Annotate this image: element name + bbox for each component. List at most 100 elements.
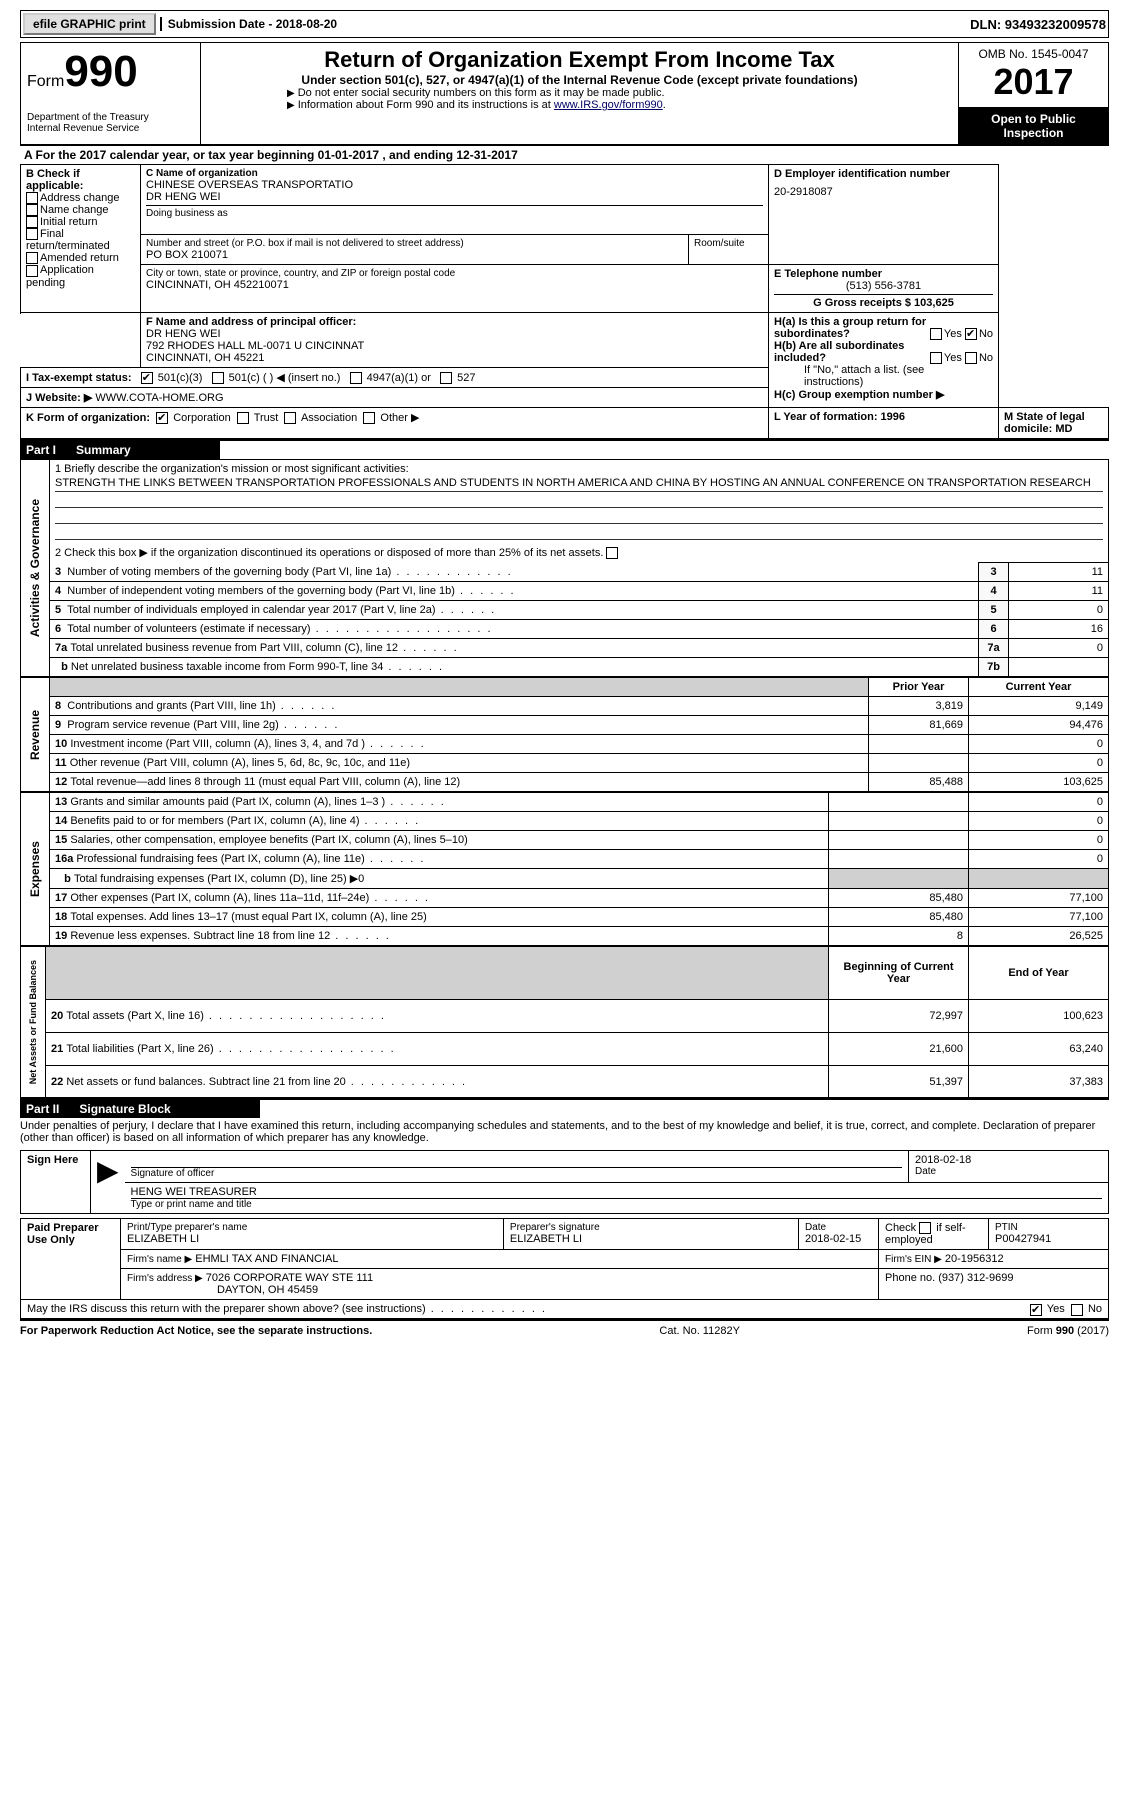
i-o3: 4947(a)(1) or (367, 372, 431, 384)
row-current: 103,625 (969, 773, 1109, 792)
b-item: Amended return (40, 252, 119, 264)
row-desc: Total revenue—add lines 8 through 11 (mu… (70, 776, 460, 788)
officer-name: DR HENG WEI (146, 328, 763, 340)
row-box: 5 (979, 601, 1009, 620)
cb-ha-yes[interactable] (930, 328, 942, 340)
row-desc: Total assets (Part X, line 16) (66, 1010, 386, 1022)
cb-4947[interactable] (350, 372, 362, 384)
row-box: 7a (979, 639, 1009, 658)
row-desc: Net assets or fund balances. Subtract li… (66, 1076, 467, 1088)
officer-addr1: 792 RHODES HALL ML-0071 U CINCINNAT (146, 340, 763, 352)
cb-other[interactable] (363, 412, 375, 424)
org-name-2: DR HENG WEI (146, 191, 763, 203)
side-rev: Revenue (26, 700, 44, 770)
row-current: 9,149 (969, 697, 1109, 716)
cb-hb-yes[interactable] (930, 352, 942, 364)
cb-final-return[interactable] (26, 228, 38, 240)
cb-trust[interactable] (237, 412, 249, 424)
row-box: 7b (979, 658, 1009, 677)
cb-amended-return[interactable] (26, 252, 38, 264)
firm-ein-label: Firm's EIN ▶ (885, 1254, 942, 1265)
row-desc: Program service revenue (Part VIII, line… (67, 719, 339, 731)
preparer-table: Paid Preparer Use Only Print/Type prepar… (20, 1218, 1109, 1300)
no-label: No (1088, 1303, 1102, 1315)
room-label: Room/suite (694, 238, 763, 249)
row-prior (829, 869, 969, 889)
cb-501c3[interactable] (141, 372, 153, 384)
row-current: 77,100 (969, 908, 1109, 927)
row-val: 11 (1009, 582, 1109, 601)
row-desc: Investment income (Part VIII, column (A)… (70, 738, 425, 750)
cb-name-change[interactable] (26, 204, 38, 216)
row-prior: 85,480 (829, 908, 969, 927)
form-header: Form990 Return of Organization Exempt Fr… (20, 42, 1109, 145)
row-prior: 8 (829, 927, 969, 946)
cb-ha-no[interactable] (965, 328, 977, 340)
row-box: 6 (979, 620, 1009, 639)
form-number: 990 (64, 47, 137, 96)
row-desc: Total number of individuals employed in … (67, 604, 496, 616)
row-desc: Contributions and grants (Part VIII, lin… (67, 700, 336, 712)
row-prior (829, 793, 969, 812)
row-current: 26,525 (969, 927, 1109, 946)
cb-corp[interactable] (156, 412, 168, 424)
cb-address-change[interactable] (26, 192, 38, 204)
irs-discuss-question: May the IRS discuss this return with the… (27, 1303, 547, 1315)
cat-number: Cat. No. 11282Y (659, 1325, 740, 1337)
row-current: 0 (969, 812, 1109, 831)
officer-typed-name: HENG WEI TREASURER (131, 1186, 1102, 1199)
paperwork-notice: For Paperwork Reduction Act Notice, see … (20, 1325, 372, 1337)
mission-text: STRENGTH THE LINKS BETWEEN TRANSPORTATIO… (55, 475, 1103, 492)
dln: DLN: 93493232009578 (970, 17, 1106, 32)
i-o4: 527 (457, 372, 475, 384)
row-desc: Professional fundraising fees (Part IX, … (76, 853, 425, 865)
cb-irs-yes[interactable] (1030, 1304, 1042, 1316)
part-title: Summary (76, 443, 131, 457)
row-val: 11 (1009, 563, 1109, 582)
efile-button[interactable]: efile GRAPHIC print (23, 13, 156, 35)
irs-link[interactable]: www.IRS.gov/form990 (554, 99, 663, 111)
cb-irs-no[interactable] (1071, 1304, 1083, 1316)
row-prior (829, 831, 969, 850)
k-o2: Trust (254, 412, 279, 424)
cb-501c[interactable] (212, 372, 224, 384)
sig-date-label: Date (915, 1166, 1102, 1177)
no-label: No (979, 352, 993, 364)
i-label: I Tax-exempt status: (26, 372, 132, 384)
b-item: Address change (40, 192, 120, 204)
beg-year-header: Beginning of Current Year (844, 961, 954, 985)
cb-self-employed[interactable] (919, 1222, 931, 1234)
cb-assoc[interactable] (284, 412, 296, 424)
cb-hb-no[interactable] (965, 352, 977, 364)
cb-initial-return[interactable] (26, 216, 38, 228)
cb-527[interactable] (440, 372, 452, 384)
cb-discontinued[interactable] (606, 547, 618, 559)
firm-ein: 20-1956312 (945, 1253, 1004, 1265)
b-item: Name change (40, 204, 109, 216)
row-prior: 81,669 (869, 716, 969, 735)
no-label: No (979, 328, 993, 340)
row-prior (829, 850, 969, 869)
ein-value: 20-2918087 (774, 186, 993, 198)
form-subtitle: Under section 501(c), 527, or 4947(a)(1)… (207, 73, 952, 87)
part-2-header: Part II Signature Block (20, 1100, 260, 1118)
row-desc: Number of independent voting members of … (67, 585, 515, 597)
row-prior (829, 812, 969, 831)
yes-label: Yes (1047, 1303, 1065, 1315)
firm-phone: Phone no. (937) 312-9699 (879, 1269, 1109, 1300)
note-arrow-icon (287, 99, 298, 111)
row-prior: 85,480 (829, 889, 969, 908)
row-desc: Total liabilities (Part X, line 26) (66, 1043, 395, 1055)
j-label: J Website: ▶ (26, 392, 92, 404)
firm-city: DAYTON, OH 45459 (127, 1284, 318, 1296)
row-desc: Total unrelated business revenue from Pa… (70, 642, 458, 654)
check-self-employed: Check if self-employed (885, 1222, 966, 1246)
cb-application-pending[interactable] (26, 265, 38, 277)
sign-here-label: Sign Here (21, 1151, 91, 1214)
row-val: 16 (1009, 620, 1109, 639)
l-year-formation: L Year of formation: 1996 (774, 411, 905, 423)
part-1-header: Part I Summary (20, 441, 220, 459)
ptin-value: P00427941 (995, 1233, 1102, 1245)
revenue-table: Revenue Prior Year Current Year 8 Contri… (20, 677, 1109, 792)
part-num: Part I (26, 443, 56, 457)
